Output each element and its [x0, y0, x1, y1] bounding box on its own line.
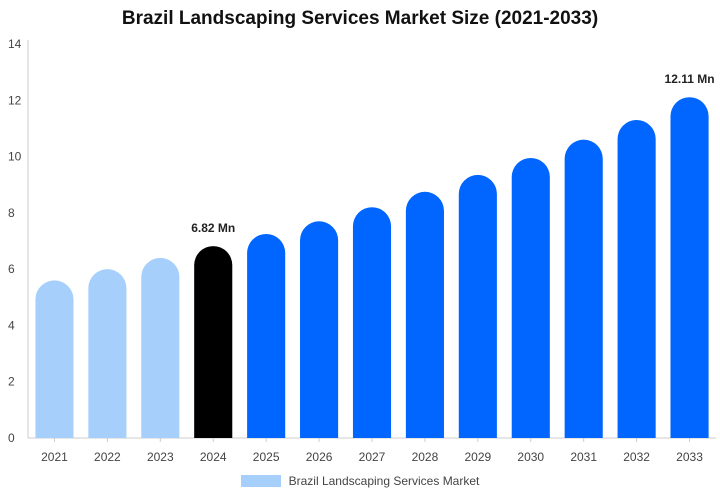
y-tick-label: 12	[8, 93, 22, 107]
bar-2032	[617, 119, 656, 439]
data-label: 6.82 Mn	[191, 221, 235, 235]
legend-swatch	[240, 475, 281, 487]
x-tick-label: 2021	[41, 450, 68, 464]
legend-label: Brazil Landscaping Services Market	[288, 474, 480, 488]
chart-title: Brazil Landscaping Services Market Size …	[121, 8, 599, 29]
x-tick-label: 2027	[359, 450, 386, 464]
x-tick-label: 2029	[464, 450, 491, 464]
bar-2033	[670, 97, 709, 438]
bar-2027	[352, 207, 392, 438]
bar-2030	[511, 157, 550, 438]
y-tick-label: 0	[8, 431, 15, 445]
bar-2023	[141, 257, 180, 438]
bar-2026	[300, 221, 339, 438]
data-label: 12.11 Mn	[665, 72, 715, 86]
bar-2029	[458, 174, 497, 438]
bar-2025	[247, 233, 286, 438]
legend: Brazil Landscaping Services Market	[0, 474, 720, 488]
bar-2021	[35, 280, 74, 438]
x-tick-label: 2033	[676, 450, 703, 464]
y-tick-label: 8	[8, 206, 15, 220]
x-tick-label: 2028	[412, 450, 439, 464]
x-tick-label: 2022	[94, 450, 121, 464]
y-tick-label: 14	[8, 37, 22, 51]
y-tick-label: 2	[8, 375, 15, 389]
x-tick-label: 2026	[306, 450, 333, 464]
bar-2028	[405, 191, 444, 438]
x-tick-label: 2031	[570, 450, 597, 464]
bar-2024	[194, 246, 233, 438]
y-tick-label: 6	[8, 262, 15, 276]
x-tick-label: 2025	[253, 450, 280, 464]
bar-2022	[88, 269, 127, 438]
x-tick-label: 2023	[147, 450, 174, 464]
x-tick-label: 2024	[200, 450, 227, 464]
x-tick-label: 2030	[517, 450, 544, 464]
y-tick-label: 10	[8, 150, 22, 164]
x-tick-label: 2032	[623, 450, 650, 464]
y-tick-label: 4	[8, 318, 15, 332]
bar-2031	[564, 139, 603, 438]
